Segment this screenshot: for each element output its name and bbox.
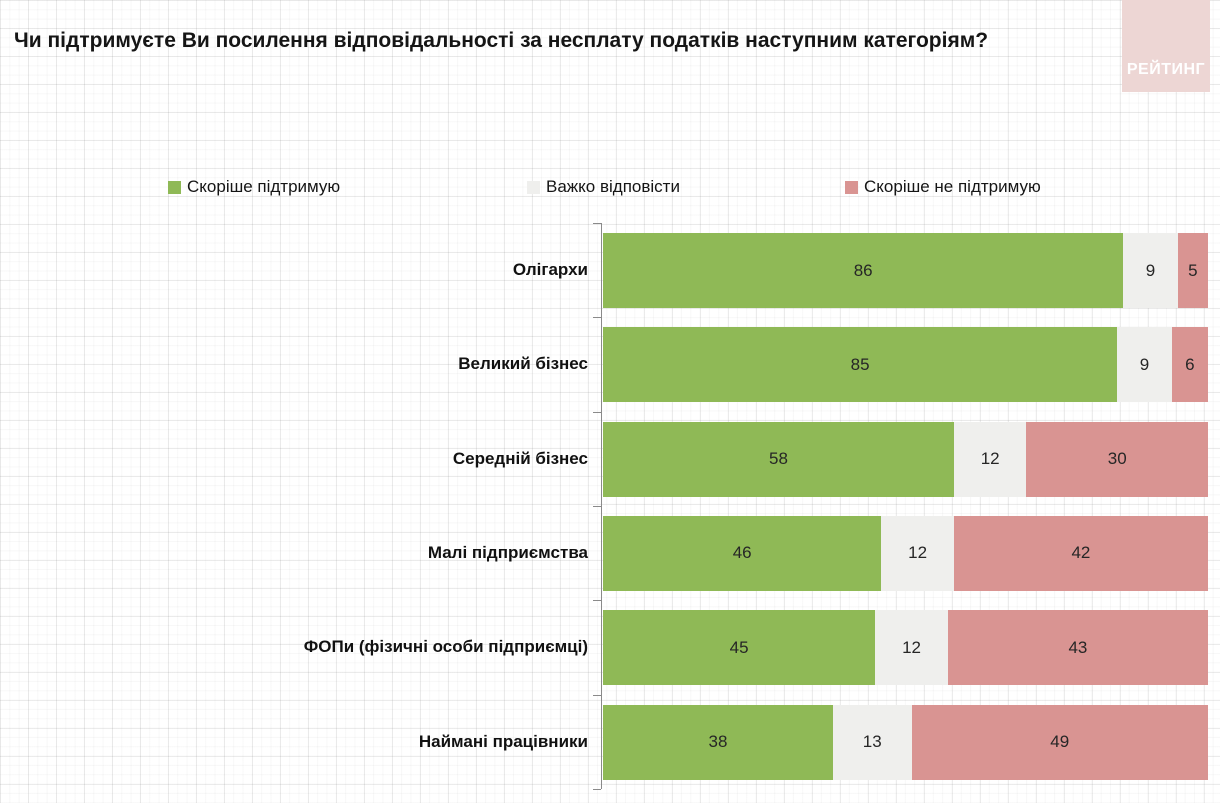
chart-title: Чи підтримуєте Ви посилення відповідальн… xyxy=(14,29,989,52)
category-label: Малі підприємства xyxy=(427,542,588,562)
axis-tick xyxy=(593,411,601,413)
legend-swatch-support xyxy=(168,180,181,194)
bar-segment: 12 xyxy=(953,421,1027,497)
legend-item-hard-to-answer: Важко відповісти xyxy=(527,177,680,197)
bar-segment: 42 xyxy=(953,515,1208,591)
bar-segment: 49 xyxy=(911,704,1208,780)
legend-swatch-not-support xyxy=(845,180,858,194)
bar-segment: 43 xyxy=(947,610,1208,686)
bar-stack: 58 12 30 xyxy=(603,421,1208,497)
axis-tick xyxy=(593,788,601,790)
bar-segment: 46 xyxy=(603,515,882,591)
legend-swatch-hard-to-answer xyxy=(527,180,540,194)
category-label: Наймані працівники xyxy=(418,731,588,751)
bar-segment: 5 xyxy=(1177,233,1208,308)
bar-stack: 85 9 6 xyxy=(603,327,1208,403)
axis-tick xyxy=(593,223,601,224)
category-label: Великий бізнес xyxy=(458,354,588,374)
legend-label-support: Скоріше підтримую xyxy=(187,177,341,196)
bar-segment: 86 xyxy=(603,233,1124,308)
bar-segment: 30 xyxy=(1026,421,1208,497)
bar-row-6: Наймані працівники 38 13 49 xyxy=(0,695,1220,789)
axis-tick xyxy=(593,505,601,507)
bar-stack: 46 12 42 xyxy=(603,515,1208,591)
bar-segment: 9 xyxy=(1123,233,1178,308)
legend-item-not-support: Скоріше не підтримую xyxy=(845,177,1041,197)
axis-tick xyxy=(593,317,601,319)
rating-group-logo: РЕЙТИНГ xyxy=(1122,0,1210,92)
rating-group-logo-text: РЕЙТИНГ xyxy=(1126,61,1206,78)
bar-segment: 9 xyxy=(1117,327,1172,403)
bar-stack: 86 9 5 xyxy=(603,233,1208,308)
bar-segment: 38 xyxy=(603,704,833,780)
legend-label-not-support: Скоріше не підтримую xyxy=(864,177,1041,196)
bar-segment: 12 xyxy=(881,515,954,591)
category-label: Олігархи xyxy=(512,260,588,279)
bar-row-1: Олігархи 86 9 5 xyxy=(0,223,1220,317)
category-axis-line xyxy=(601,223,602,789)
bar-row-3: Середній бізнес 58 12 30 xyxy=(0,412,1220,506)
bar-stack: 45 12 43 xyxy=(603,610,1208,686)
legend-item-support: Скоріше підтримую xyxy=(168,177,340,197)
bar-segment: 12 xyxy=(875,610,948,686)
category-label: ФОПи (фізичні особи підприємці) xyxy=(303,637,588,657)
category-label: Середній бізнес xyxy=(452,448,588,468)
legend-label-hard-to-answer: Важко відповісти xyxy=(546,177,680,196)
bar-segment: 58 xyxy=(603,421,954,497)
bar-segment: 45 xyxy=(603,610,876,686)
axis-tick xyxy=(593,600,601,602)
bar-row-2: Великий бізнес 85 9 6 xyxy=(0,317,1220,411)
bar-segment: 6 xyxy=(1171,327,1208,403)
bar-segment: 13 xyxy=(832,704,912,780)
bar-segment: 85 xyxy=(603,327,1118,403)
bar-row-4: Малі підприємства 46 12 42 xyxy=(0,506,1220,600)
bar-row-5: ФОПи (фізичні особи підприємці) 45 12 43 xyxy=(0,600,1220,694)
bar-stack: 38 13 49 xyxy=(603,704,1208,780)
axis-tick xyxy=(593,694,601,696)
